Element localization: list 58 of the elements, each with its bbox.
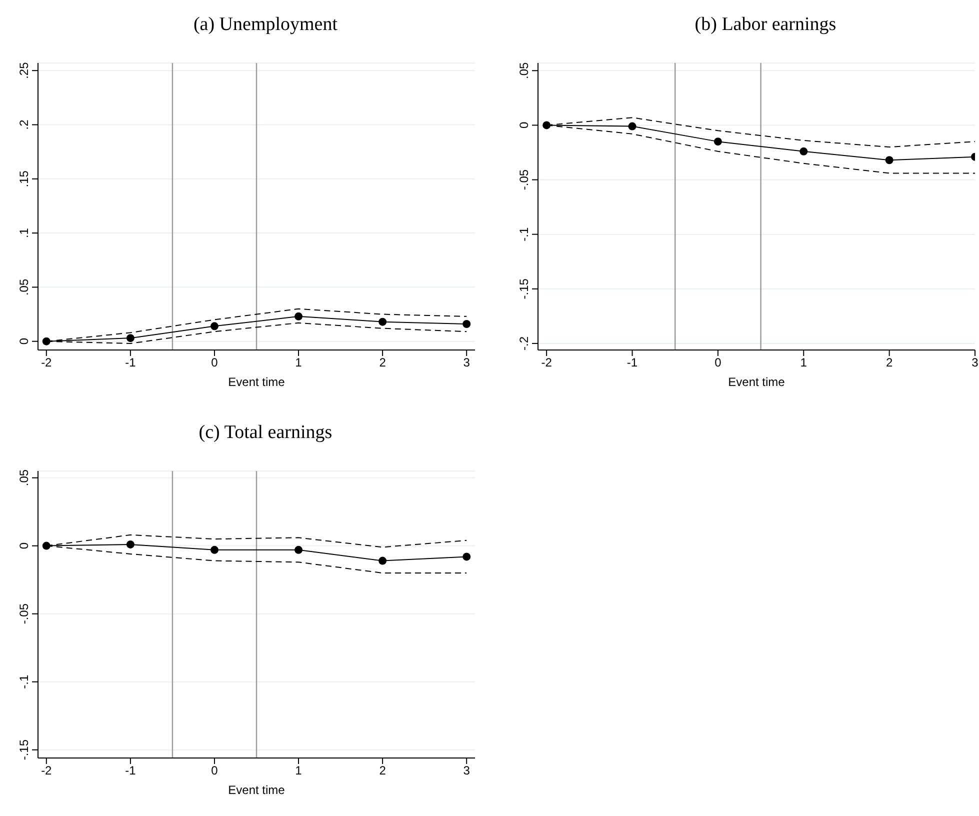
- x-axis-title: Event time: [728, 375, 786, 389]
- y-tick-label: .25: [17, 62, 31, 79]
- y-tick-label: -.05: [17, 603, 31, 624]
- point: [294, 546, 303, 554]
- y-tick-label: .15: [17, 170, 31, 188]
- x-tick-label: 0: [211, 764, 218, 778]
- y-tick-label: -.2: [517, 336, 531, 350]
- point: [628, 122, 636, 130]
- y-tick-label: 0: [517, 122, 531, 129]
- point: [42, 337, 50, 346]
- x-tick-label: -2: [541, 356, 552, 370]
- y-tick-label: -.15: [17, 739, 31, 760]
- x-tick-label: -1: [125, 764, 136, 778]
- point: [542, 121, 551, 130]
- y-tick-label: .05: [17, 469, 31, 486]
- point: [294, 312, 303, 320]
- x-tick-label: -2: [41, 764, 52, 778]
- x-tick-label: -2: [41, 356, 52, 370]
- y-tick-label: -.1: [17, 674, 31, 689]
- x-tick-label: 3: [463, 764, 470, 778]
- point: [42, 542, 50, 550]
- x-tick-label: -1: [125, 356, 136, 370]
- point: [462, 320, 471, 328]
- y-tick-label: 0: [17, 338, 31, 345]
- point: [126, 540, 134, 548]
- y-tick-label: 0: [17, 542, 31, 550]
- x-tick-label: 1: [800, 356, 808, 370]
- x-tick-label: 1: [295, 356, 302, 370]
- y-tick-label: -.15: [517, 278, 531, 300]
- point: [462, 552, 471, 561]
- y-tick-label: -.1: [517, 227, 531, 242]
- chart-title: (a) Unemployment: [192, 13, 339, 37]
- chart-title: (b) Labor earnings: [694, 13, 838, 37]
- point: [126, 334, 134, 342]
- point: [800, 147, 808, 156]
- y-tick-label: .05: [17, 278, 31, 296]
- x-tick-label: 0: [211, 356, 218, 370]
- y-tick-label: .2: [17, 119, 31, 130]
- y-tick-label: -.05: [517, 169, 531, 190]
- y-tick-label: .1: [17, 228, 31, 238]
- point: [378, 318, 387, 326]
- point: [210, 546, 218, 554]
- x-tick-label: 2: [379, 764, 386, 778]
- x-tick-label: 2: [886, 356, 893, 370]
- x-tick-label: 0: [714, 356, 722, 370]
- x-axis-title: Event time: [228, 375, 286, 389]
- point: [210, 322, 218, 330]
- x-tick-label: 3: [972, 356, 979, 370]
- x-tick-label: 2: [379, 356, 386, 370]
- point: [714, 138, 722, 146]
- point: [378, 556, 387, 565]
- y-tick-label: .05: [517, 62, 531, 79]
- x-tick-label: 1: [295, 764, 302, 778]
- x-axis-title: Event time: [228, 783, 286, 797]
- point: [885, 156, 894, 164]
- x-tick-label: 3: [463, 356, 470, 370]
- x-tick-label: -1: [626, 356, 638, 370]
- chart-title: (c) Total earnings: [198, 421, 334, 445]
